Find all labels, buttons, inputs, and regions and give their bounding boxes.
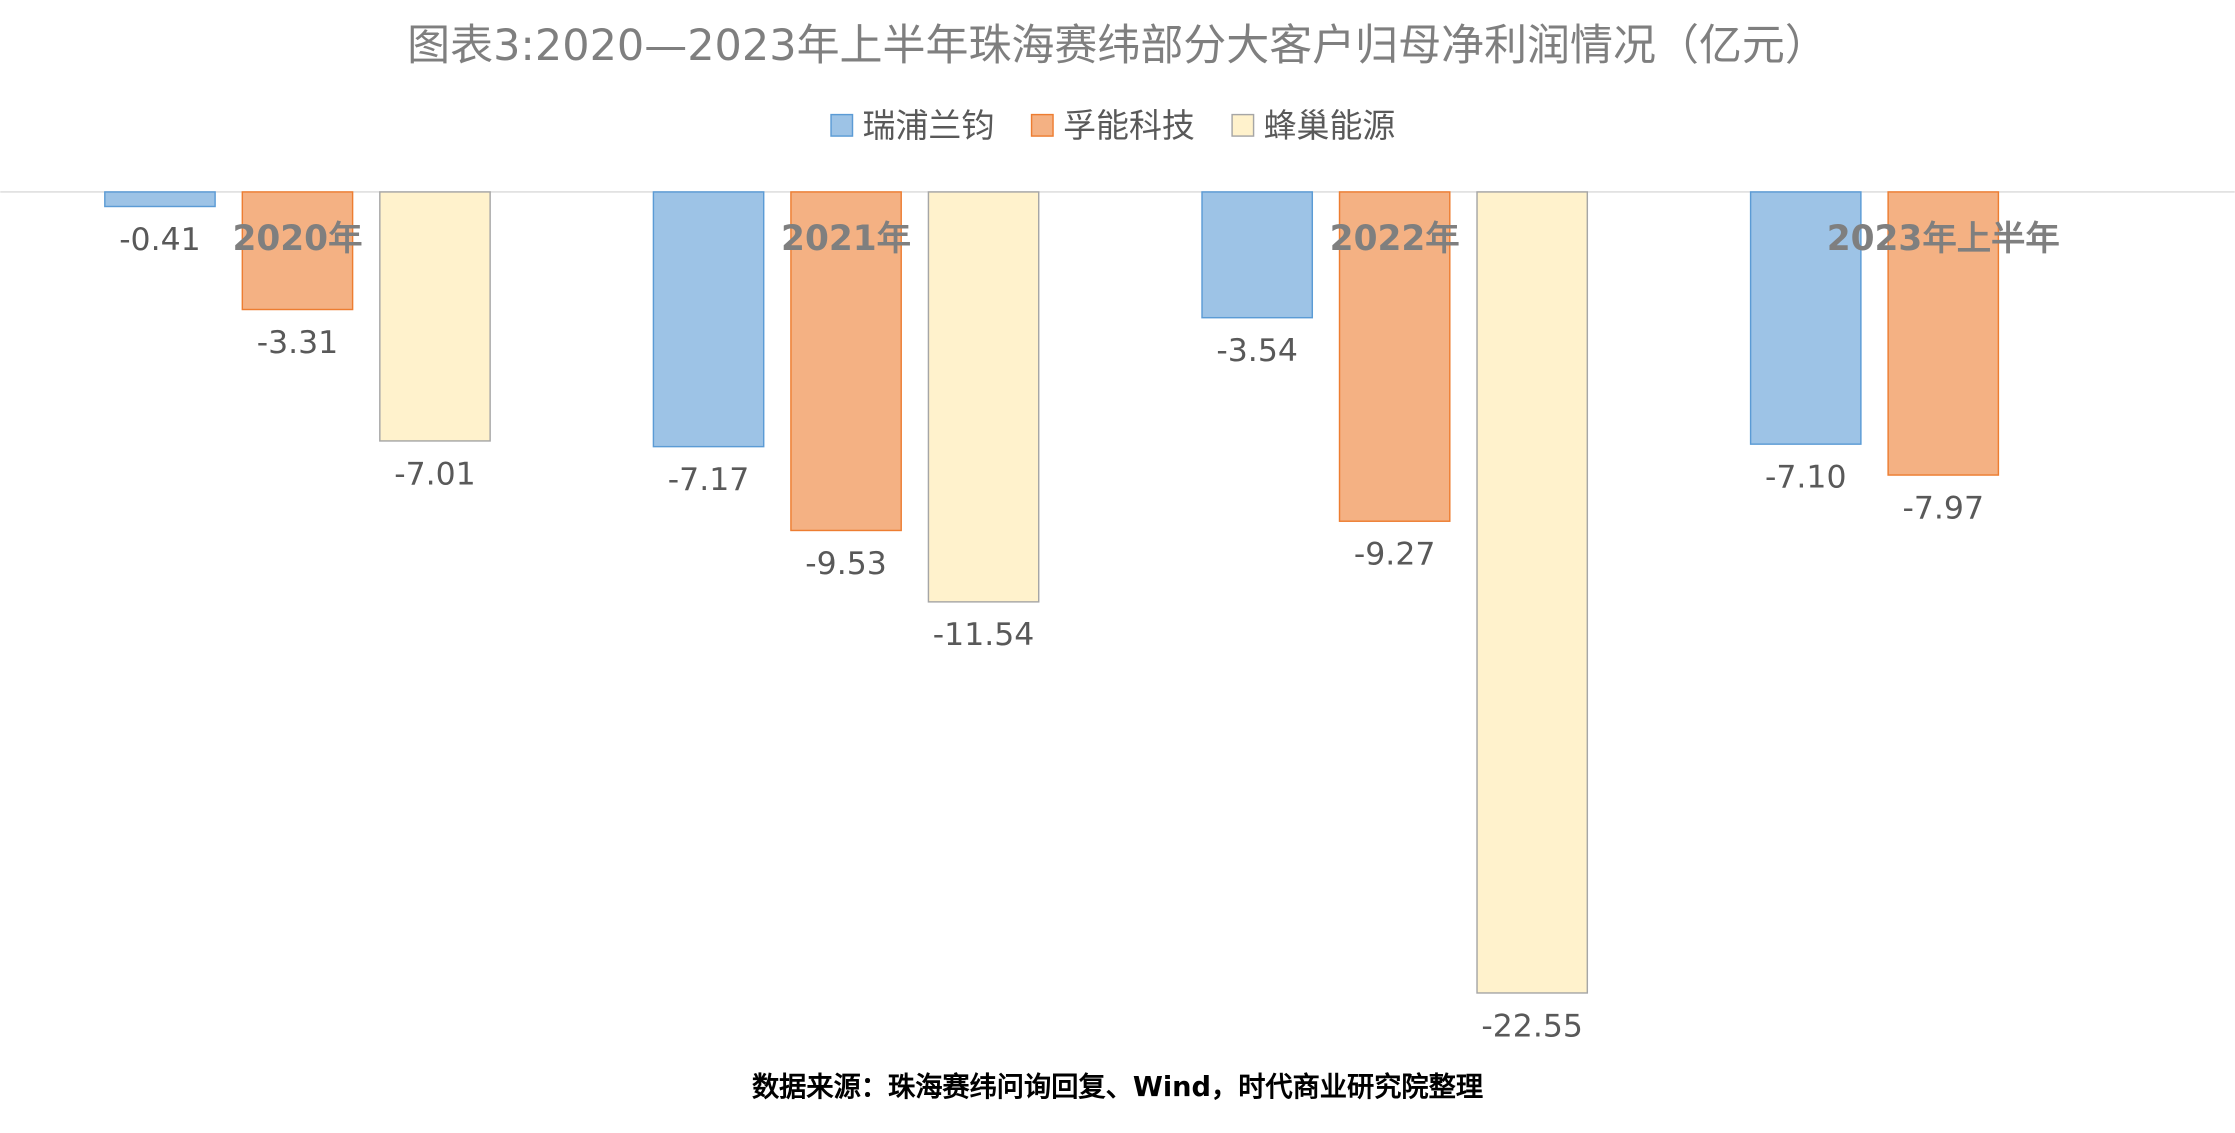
bar bbox=[790, 191, 902, 532]
legend-swatch bbox=[1030, 113, 1054, 137]
value-label: -9.53 bbox=[805, 546, 887, 582]
bar bbox=[1887, 191, 2000, 476]
value-label: -7.97 bbox=[1903, 490, 1985, 526]
legend-label: 孚能科技 bbox=[1063, 106, 1195, 145]
bar bbox=[652, 191, 765, 448]
x-tick-label: 2021年 bbox=[781, 219, 911, 259]
bar bbox=[241, 191, 354, 311]
x-tick-label: 2022年 bbox=[1330, 219, 1460, 259]
bar bbox=[1476, 191, 1589, 994]
chart-title: 图表3:2020—2023年上半年珠海赛纬部分大客户归母净利润情况（亿元） bbox=[407, 21, 1828, 71]
legend: 瑞浦兰钧 孚能科技 蜂巢能源 bbox=[830, 106, 1396, 145]
bar bbox=[1338, 191, 1451, 522]
value-label: -3.31 bbox=[257, 325, 339, 361]
bar bbox=[379, 191, 491, 442]
bar bbox=[1201, 191, 1314, 319]
source-note: 数据来源：珠海赛纬问询回复、Wind，时代商业研究院整理 bbox=[752, 1071, 1483, 1103]
value-label: -7.10 bbox=[1765, 460, 1847, 496]
value-label: -3.54 bbox=[1216, 333, 1298, 369]
legend-label: 蜂巢能源 bbox=[1264, 106, 1396, 145]
legend-swatch bbox=[830, 113, 854, 137]
value-label: -7.17 bbox=[668, 462, 750, 498]
value-label: -9.27 bbox=[1354, 537, 1436, 573]
value-label: -22.55 bbox=[1481, 1008, 1583, 1044]
bar bbox=[104, 191, 216, 208]
value-label: -0.41 bbox=[119, 222, 201, 258]
bar bbox=[927, 191, 1040, 603]
legend-swatch bbox=[1231, 113, 1255, 137]
x-tick-label: 2020年 bbox=[232, 219, 362, 259]
legend-label: 瑞浦兰钧 bbox=[863, 106, 995, 145]
bar bbox=[1749, 191, 1862, 445]
value-label: -7.01 bbox=[394, 456, 476, 492]
value-label: -11.54 bbox=[933, 617, 1035, 653]
x-tick-label: 2023年上半年 bbox=[1827, 219, 2060, 259]
